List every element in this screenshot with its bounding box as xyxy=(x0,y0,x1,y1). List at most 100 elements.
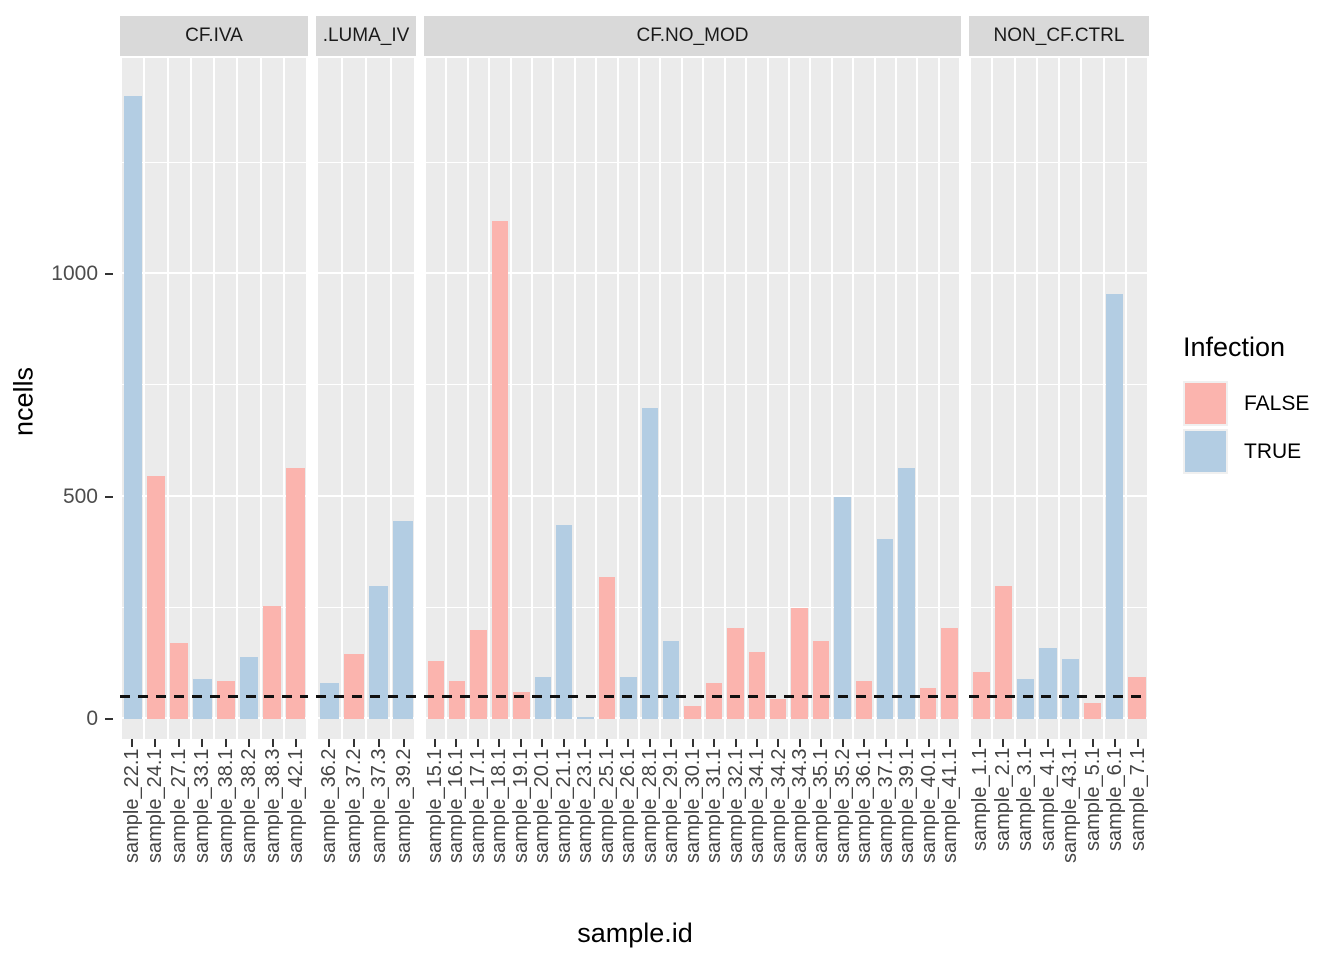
x-label-slot: sample_38.1 xyxy=(214,748,238,926)
x-label-slot: sample_2.1 xyxy=(992,748,1015,926)
bar-slot xyxy=(747,58,769,739)
x-tick-slot xyxy=(1014,739,1037,748)
x-label-slot: sample_34.3 xyxy=(789,748,811,926)
x-tick-slot xyxy=(789,739,810,748)
bar-slot xyxy=(704,58,726,739)
bar-sample_43.1 xyxy=(1061,658,1079,719)
bar-sample_36.2 xyxy=(319,683,339,719)
x-label-slot: sample_25.1 xyxy=(596,748,618,926)
x-tick-label: sample_38.2 xyxy=(238,748,261,863)
x-tick-label: sample_22.1 xyxy=(120,748,143,863)
x-label-slot: sample_38.2 xyxy=(238,748,262,926)
x-tick-row xyxy=(424,739,961,748)
x-tick-label: sample_31.1 xyxy=(703,748,726,863)
x-label-slot: sample_34.1 xyxy=(746,748,769,926)
facet-strip-label: CF.NO_MOD xyxy=(636,25,749,46)
x-tick-label: sample_37.2 xyxy=(342,748,365,863)
bar-sample_24.1 xyxy=(146,476,165,719)
x-label-slot: sample_3.1 xyxy=(1014,748,1037,926)
x-tick-slot xyxy=(316,739,341,748)
x-tick-label: sample_41.1 xyxy=(939,748,962,863)
facet-strip: NON_CF.CTRL xyxy=(969,16,1149,56)
x-axis-title: sample.id xyxy=(577,918,693,948)
y-tick-label: 0 xyxy=(86,707,98,730)
bar-sample_34.1 xyxy=(748,652,765,719)
x-tick-mark xyxy=(519,739,522,747)
x-label-slot: sample_19.1 xyxy=(510,748,532,926)
bar-slot xyxy=(854,58,876,739)
facet-.LUMA_IV: .LUMA_IV sample_36.2 sample_37.2 sample_37.… xyxy=(316,16,416,926)
x-label-slot: sample_42.1 xyxy=(285,748,309,926)
x-label-slot: sample_34.2 xyxy=(768,748,790,926)
x-tick-label: sample_29.1 xyxy=(660,748,683,863)
facet-CF.NO_MOD: CF.NO_MOD sample_15.1 sample_16.1 sample_17… xyxy=(424,16,961,926)
bar-sample_41.1 xyxy=(941,627,958,719)
x-tick-row xyxy=(969,739,1149,748)
legend-item-false: FALSE xyxy=(1183,381,1309,426)
bar-slot xyxy=(576,58,598,739)
bar-sample_4.1 xyxy=(1039,647,1057,719)
x-tick-slot xyxy=(510,739,531,748)
x-tick-mark xyxy=(1114,739,1117,747)
x-tick-label: sample_15.1 xyxy=(423,748,446,863)
x-tick-slot xyxy=(875,739,896,748)
bar-sample_32.1 xyxy=(727,627,744,719)
y-tick-mark xyxy=(105,718,113,720)
bar-sample_21.1 xyxy=(555,525,573,719)
facet-panel xyxy=(120,58,308,739)
bar-slot xyxy=(790,58,812,739)
x-label-slot: sample_7.1 xyxy=(1127,748,1150,926)
bar-sample_15.1 xyxy=(427,661,444,719)
x-label-slot: sample_31.1 xyxy=(703,748,726,926)
x-tick-label: sample_38.3 xyxy=(261,748,284,863)
x-tick-mark xyxy=(605,739,608,747)
x-label-slot: sample_28.1 xyxy=(639,748,661,926)
gridline-major xyxy=(424,494,961,497)
x-tick-slot xyxy=(424,739,445,748)
x-label-slot: sample_4.1 xyxy=(1037,748,1060,926)
bar-sample_35.2 xyxy=(834,496,851,719)
bar-sample_22.1 xyxy=(123,96,142,719)
x-tick-mark xyxy=(884,739,887,747)
bar-sample_28.1 xyxy=(641,407,658,719)
bar-slot xyxy=(1082,58,1105,739)
x-tick-slot xyxy=(445,739,466,748)
x-tick-label: sample_39.1 xyxy=(896,748,919,863)
x-label-slot: sample_35.1 xyxy=(810,748,833,926)
bar-slot xyxy=(512,58,534,739)
x-label-row: sample_36.2 sample_37.2 sample_37.3 sample_… xyxy=(316,748,416,926)
x-tick-row xyxy=(120,739,308,748)
bar-sample_33.1 xyxy=(193,678,212,719)
x-label-slot: sample_43.1 xyxy=(1059,748,1082,926)
x-tick-label: sample_34.1 xyxy=(746,748,769,863)
bars-container xyxy=(316,58,416,739)
facet-panel xyxy=(969,58,1149,739)
bar-slot xyxy=(554,58,576,739)
x-tick-mark xyxy=(541,739,544,747)
x-tick-label: sample_35.1 xyxy=(810,748,833,863)
x-label-slot: sample_37.3 xyxy=(366,748,391,926)
x-label-slot: sample_32.1 xyxy=(725,748,747,926)
y-tick-label: 500 xyxy=(62,484,98,508)
x-tick-mark xyxy=(906,739,909,747)
x-tick-slot xyxy=(553,739,574,748)
facet-strip: .LUMA_IV xyxy=(316,16,416,56)
x-tick-mark xyxy=(713,739,716,747)
x-tick-mark xyxy=(927,739,930,747)
x-tick-mark xyxy=(433,739,436,747)
reference-line xyxy=(424,695,961,699)
bar-slot xyxy=(215,58,239,739)
facet-panel xyxy=(316,58,416,739)
bar-sample_34.3 xyxy=(791,607,808,719)
x-tick-label: sample_18.1 xyxy=(488,748,511,863)
bar-slot xyxy=(1060,58,1083,739)
x-label-slot: sample_36.1 xyxy=(853,748,875,926)
bar-sample_42.1 xyxy=(286,467,305,719)
x-label-slot: sample_39.2 xyxy=(391,748,416,926)
bar-sample_37.1 xyxy=(877,538,894,719)
x-tick-mark xyxy=(130,739,133,747)
x-tick-mark xyxy=(1046,739,1049,747)
legend-title: Infection xyxy=(1183,332,1286,362)
x-tick-label: sample_39.2 xyxy=(392,748,415,863)
